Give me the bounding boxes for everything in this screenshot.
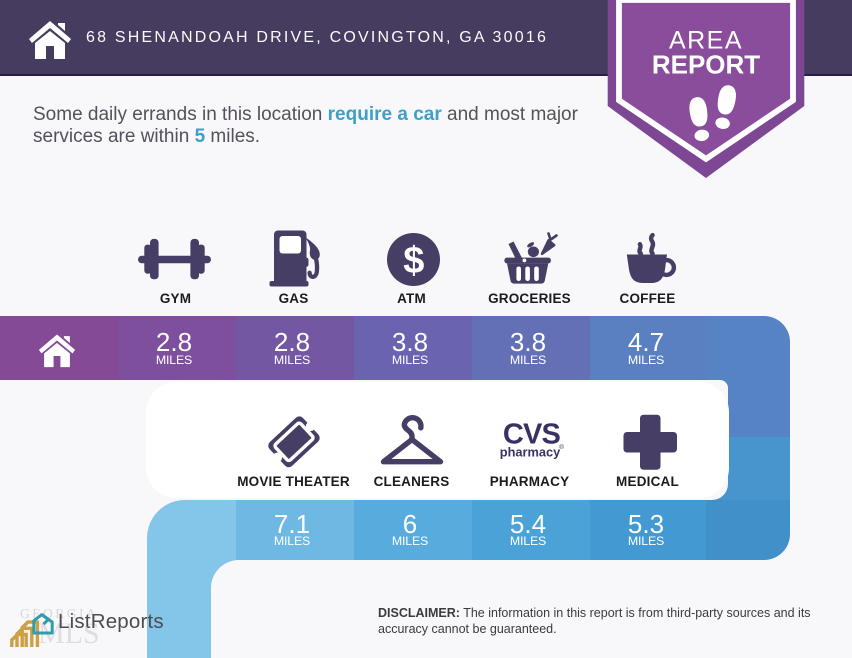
svg-text:pharmacy: pharmacy: [500, 445, 561, 460]
svg-text:®: ®: [559, 443, 564, 451]
svg-text:REPORT: REPORT: [652, 50, 760, 80]
svg-text:$: $: [403, 240, 424, 282]
svg-text:AREA: AREA: [669, 27, 743, 55]
svg-text:CVS: CVS: [503, 419, 561, 451]
